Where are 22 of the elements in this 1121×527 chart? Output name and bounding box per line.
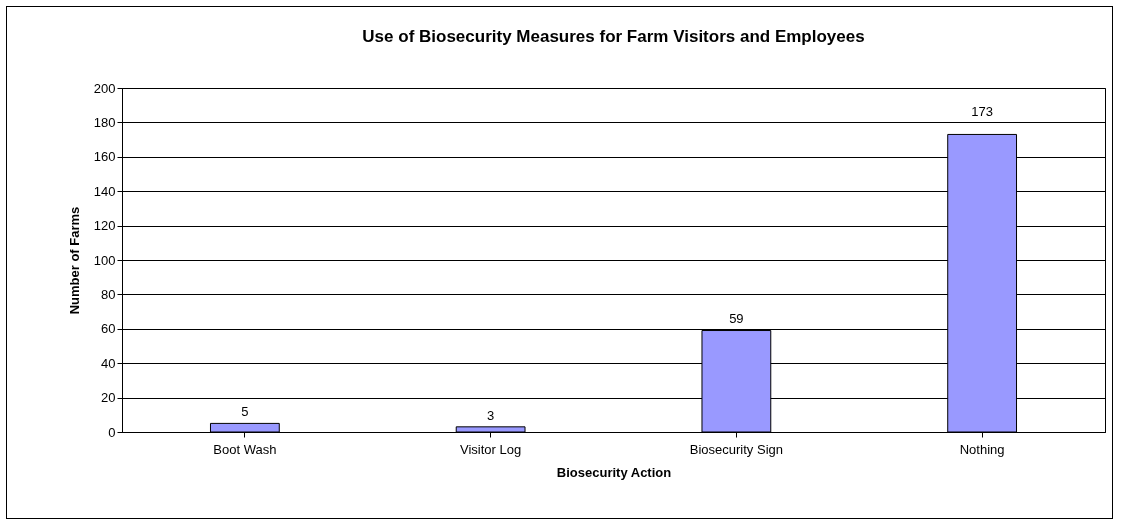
y-tick-label: 80 — [101, 286, 116, 302]
chart-title: Use of Biosecurity Measures for Farm Visitors and Employees — [362, 27, 865, 46]
y-tick-label: 20 — [101, 390, 116, 406]
y-tick-label: 40 — [101, 355, 116, 371]
x-tick-label: Visitor Log — [460, 441, 522, 457]
y-tick-label: 140 — [93, 183, 116, 199]
x-tick-label: Biosecurity Sign — [689, 441, 783, 457]
data-label: 173 — [971, 104, 993, 120]
data-label: 5 — [241, 404, 249, 420]
y-tick-label: 60 — [101, 321, 116, 337]
y-tick-label: 200 — [93, 80, 116, 96]
y-tick-label: 100 — [93, 252, 116, 268]
y-tick-label: 160 — [93, 149, 116, 165]
data-label: 59 — [729, 310, 744, 326]
y-tick-label: 0 — [108, 424, 116, 440]
data-label: 3 — [487, 407, 495, 423]
y-axis-title: Number of Farms — [66, 206, 82, 315]
x-tick-label: Boot Wash — [213, 441, 277, 457]
x-tick-label: Nothing — [959, 441, 1005, 457]
y-tick-label: 180 — [93, 114, 116, 130]
y-tick-label: 120 — [93, 218, 116, 234]
x-axis-title: Biosecurity Action — [556, 464, 672, 480]
